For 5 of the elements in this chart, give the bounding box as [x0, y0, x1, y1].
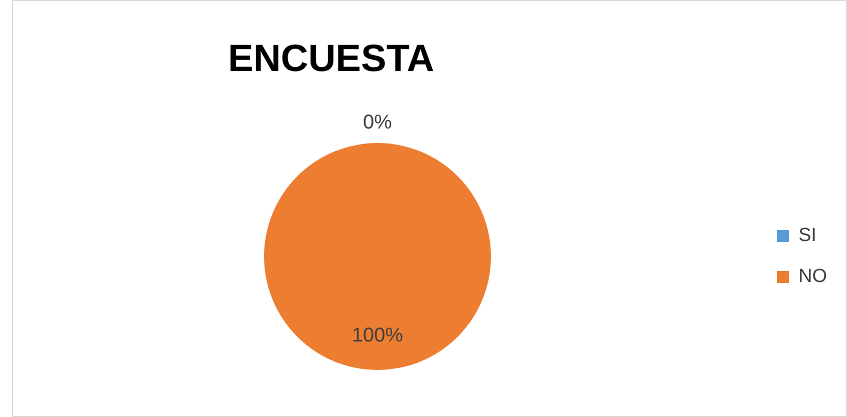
data-label: 100% — [352, 324, 404, 346]
chart-title: ENCUESTA — [228, 38, 434, 81]
legend-label: SI — [798, 225, 816, 246]
text: 0% — [363, 112, 392, 134]
legend-label: NO — [798, 266, 827, 288]
